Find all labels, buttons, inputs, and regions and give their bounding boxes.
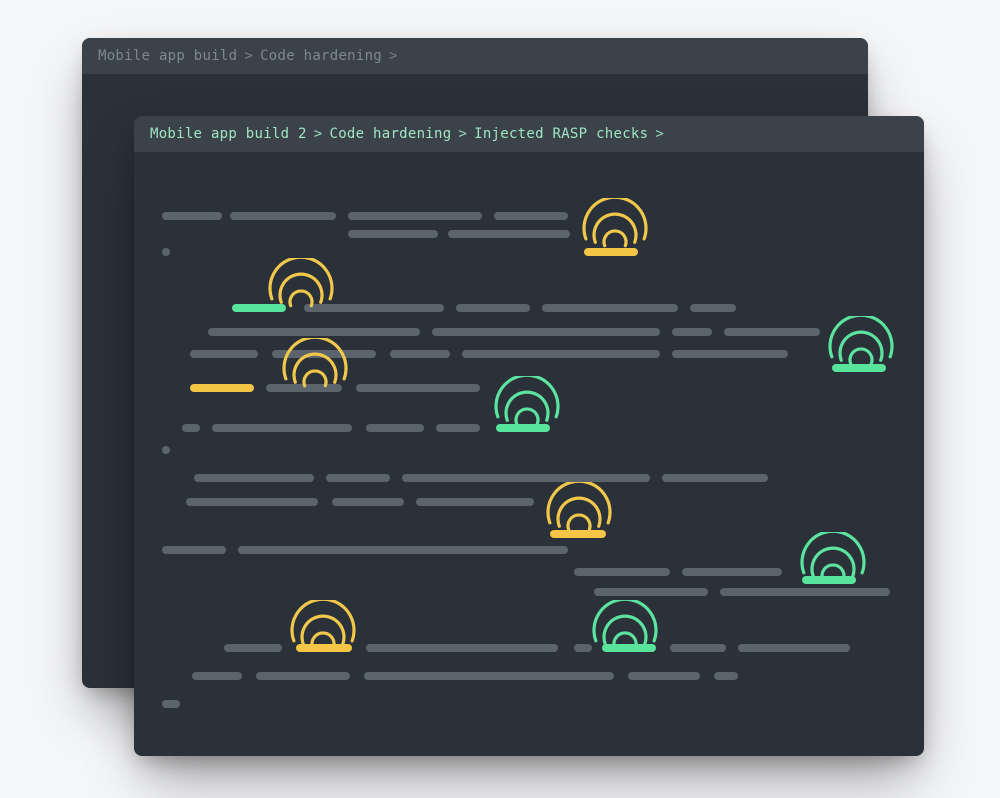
rasp-signal-icon [592,600,658,655]
code-token [628,672,700,680]
code-token [182,424,200,432]
code-token [162,546,226,554]
code-token [212,424,352,432]
code-token [574,644,592,652]
rasp-signal-icon [268,258,334,313]
code-token [190,350,258,358]
code-token [194,474,314,482]
code-token [256,672,350,680]
code-token [670,644,726,652]
code-token [416,498,534,506]
code-token [230,212,336,220]
code-token [690,304,736,312]
rasp-signal-icon [828,316,894,371]
code-token [542,304,678,312]
rasp-signal-icon [282,338,348,393]
code-token [238,546,568,554]
breadcrumb-item[interactable]: Code hardening [260,48,382,64]
code-token [494,212,568,220]
window-front-body [134,152,924,756]
breadcrumb-item[interactable]: Injected RASP checks [474,126,648,142]
code-token [326,474,390,482]
code-token [192,672,242,680]
code-token [720,588,890,596]
rasp-signal-icon [546,482,612,537]
breadcrumb-item[interactable]: Mobile app build 2 [150,126,307,142]
code-token [724,328,820,336]
code-token [208,328,420,336]
code-token [364,672,614,680]
window-front: Mobile app build 2 > Code hardening > Inject… [134,116,924,756]
code-token [672,328,712,336]
stage: Mobile app build > Code hardening > Mobile … [0,0,1000,798]
breadcrumb-separator: > [389,48,398,64]
code-token [348,212,482,220]
rasp-signal-icon [494,376,560,431]
breadcrumb-front: Mobile app build 2 > Code hardening > Inject… [134,116,924,152]
code-token [366,644,558,652]
code-token [366,424,424,432]
code-token [594,588,708,596]
code-token [462,350,660,358]
code-token [436,424,480,432]
breadcrumb-separator: > [458,126,467,142]
code-token [348,230,438,238]
code-token [714,672,738,680]
breadcrumb-separator: > [655,126,664,142]
code-dot [162,446,170,454]
code-token [390,350,450,358]
code-token [162,700,180,708]
breadcrumb-separator: > [314,126,323,142]
code-token [672,350,788,358]
code-token [190,384,254,392]
code-token [332,498,404,506]
rasp-signal-icon [800,532,866,587]
code-token [448,230,570,238]
rasp-signal-icon [582,198,648,253]
code-token [662,474,768,482]
code-token [456,304,530,312]
code-token [432,328,660,336]
breadcrumb-item[interactable]: Code hardening [329,126,451,142]
code-token [162,212,222,220]
code-token [738,644,850,652]
code-token [402,474,650,482]
breadcrumb-rear: Mobile app build > Code hardening > [82,38,868,74]
code-token [186,498,318,506]
code-token [224,644,282,652]
code-token [574,568,670,576]
rasp-signal-icon [290,600,356,655]
breadcrumb-separator: > [244,48,253,64]
breadcrumb-item[interactable]: Mobile app build [98,48,237,64]
code-token [682,568,782,576]
code-dot [162,248,170,256]
code-token [356,384,480,392]
